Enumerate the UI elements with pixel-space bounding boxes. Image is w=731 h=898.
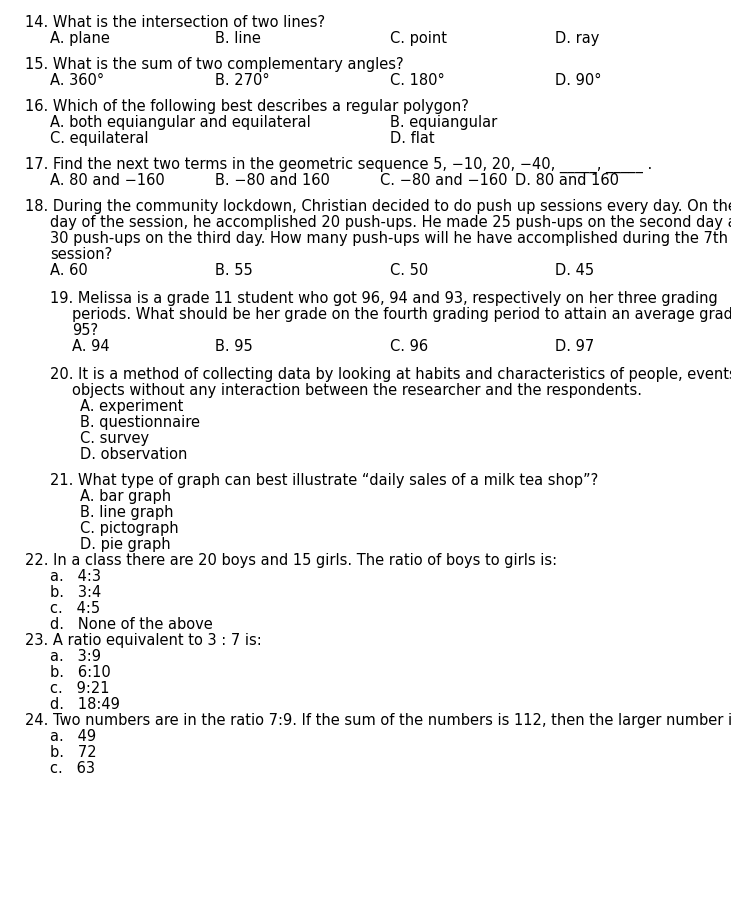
Text: B. 95: B. 95 bbox=[215, 339, 253, 354]
Text: C. equilateral: C. equilateral bbox=[50, 131, 148, 146]
Text: day of the session, he accomplished 20 push-ups. He made 25 push-ups on the seco: day of the session, he accomplished 20 p… bbox=[50, 215, 731, 230]
Text: C. 96: C. 96 bbox=[390, 339, 428, 354]
Text: A. bar graph: A. bar graph bbox=[80, 489, 171, 504]
Text: A. experiment: A. experiment bbox=[80, 399, 183, 414]
Text: c.   4:5: c. 4:5 bbox=[50, 601, 100, 616]
Text: C. 180°: C. 180° bbox=[390, 73, 444, 88]
Text: periods. What should be her grade on the fourth grading period to attain an aver: periods. What should be her grade on the… bbox=[72, 307, 731, 322]
Text: 23. A ratio equivalent to 3 : 7 is:: 23. A ratio equivalent to 3 : 7 is: bbox=[25, 633, 262, 648]
Text: 19. Melissa is a grade 11 student who got 96, 94 and 93, respectively on her thr: 19. Melissa is a grade 11 student who go… bbox=[50, 291, 718, 306]
Text: B. −80 and 160: B. −80 and 160 bbox=[215, 173, 330, 188]
Text: C. survey: C. survey bbox=[80, 431, 149, 446]
Text: objects without any interaction between the researcher and the respondents.: objects without any interaction between … bbox=[72, 383, 642, 398]
Text: B. line graph: B. line graph bbox=[80, 505, 173, 520]
Text: 95?: 95? bbox=[72, 323, 98, 338]
Text: A. 94: A. 94 bbox=[72, 339, 110, 354]
Text: D. 45: D. 45 bbox=[555, 263, 594, 278]
Text: D. flat: D. flat bbox=[390, 131, 435, 146]
Text: 22. In a class there are 20 boys and 15 girls. The ratio of boys to girls is:: 22. In a class there are 20 boys and 15 … bbox=[25, 553, 557, 568]
Text: 16. Which of the following best describes a regular polygon?: 16. Which of the following best describe… bbox=[25, 99, 469, 114]
Text: 17. Find the next two terms in the geometric sequence 5, −10, 20, −40, _____, __: 17. Find the next two terms in the geome… bbox=[25, 157, 652, 173]
Text: 24. Two numbers are in the ratio 7:9. If the sum of the numbers is 112, then the: 24. Two numbers are in the ratio 7:9. If… bbox=[25, 713, 731, 728]
Text: A. 80 and −160: A. 80 and −160 bbox=[50, 173, 164, 188]
Text: 30 push-ups on the third day. How many push-ups will he have accomplished during: 30 push-ups on the third day. How many p… bbox=[50, 231, 731, 246]
Text: D. ray: D. ray bbox=[555, 31, 599, 46]
Text: 21. What type of graph can best illustrate “daily sales of a milk tea shop”?: 21. What type of graph can best illustra… bbox=[50, 473, 598, 488]
Text: b.   72: b. 72 bbox=[50, 745, 96, 760]
Text: B. 270°: B. 270° bbox=[215, 73, 270, 88]
Text: B. line: B. line bbox=[215, 31, 261, 46]
Text: B. equiangular: B. equiangular bbox=[390, 115, 497, 130]
Text: d.   18:49: d. 18:49 bbox=[50, 697, 120, 712]
Text: B. questionnaire: B. questionnaire bbox=[80, 415, 200, 430]
Text: b.   6:10: b. 6:10 bbox=[50, 665, 111, 680]
Text: C. 50: C. 50 bbox=[390, 263, 428, 278]
Text: D. 80 and 160: D. 80 and 160 bbox=[515, 173, 619, 188]
Text: B. 55: B. 55 bbox=[215, 263, 253, 278]
Text: 14. What is the intersection of two lines?: 14. What is the intersection of two line… bbox=[25, 15, 325, 30]
Text: d.   None of the above: d. None of the above bbox=[50, 617, 213, 632]
Text: session?: session? bbox=[50, 247, 113, 262]
Text: 15. What is the sum of two complementary angles?: 15. What is the sum of two complementary… bbox=[25, 57, 404, 72]
Text: a.   3:9: a. 3:9 bbox=[50, 649, 101, 664]
Text: b.   3:4: b. 3:4 bbox=[50, 585, 102, 600]
Text: D. 90°: D. 90° bbox=[555, 73, 602, 88]
Text: A. both equiangular and equilateral: A. both equiangular and equilateral bbox=[50, 115, 311, 130]
Text: D. observation: D. observation bbox=[80, 447, 187, 462]
Text: 18. During the community lockdown, Christian decided to do push up sessions ever: 18. During the community lockdown, Chris… bbox=[25, 199, 731, 214]
Text: A. 60: A. 60 bbox=[50, 263, 88, 278]
Text: C. point: C. point bbox=[390, 31, 447, 46]
Text: c.   63: c. 63 bbox=[50, 761, 95, 776]
Text: a.   49: a. 49 bbox=[50, 729, 96, 744]
Text: D. 97: D. 97 bbox=[555, 339, 594, 354]
Text: C. −80 and −160: C. −80 and −160 bbox=[380, 173, 507, 188]
Text: D. pie graph: D. pie graph bbox=[80, 537, 170, 552]
Text: A. 360°: A. 360° bbox=[50, 73, 104, 88]
Text: c.   9:21: c. 9:21 bbox=[50, 681, 110, 696]
Text: C. pictograph: C. pictograph bbox=[80, 521, 178, 536]
Text: 20. It is a method of collecting data by looking at habits and characteristics o: 20. It is a method of collecting data by… bbox=[50, 367, 731, 382]
Text: A. plane: A. plane bbox=[50, 31, 110, 46]
Text: a.   4:3: a. 4:3 bbox=[50, 569, 101, 584]
